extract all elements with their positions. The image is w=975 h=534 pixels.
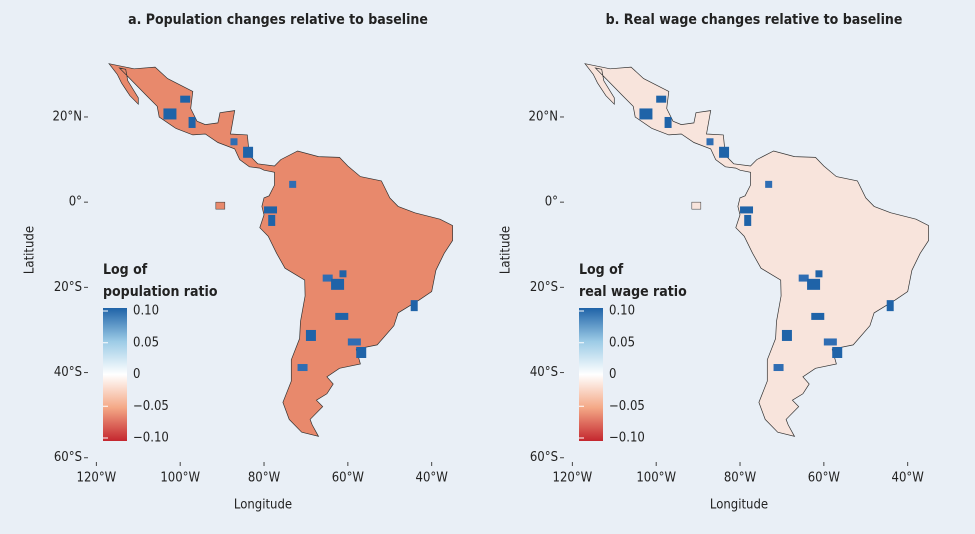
x-tick-label: 120°W — [77, 471, 117, 486]
grid-cell — [410, 300, 418, 312]
y-tick-label: 20°S — [530, 280, 558, 295]
grid-cell — [230, 138, 238, 146]
grid-cell — [322, 274, 333, 282]
panel-title: b. Real wage changes relative to baselin… — [606, 12, 903, 28]
x-axis-label: Longitude — [234, 498, 292, 513]
grid-cell — [243, 146, 254, 158]
legend-title: real wage ratio — [579, 284, 687, 300]
legend-tick-label: 0.05 — [133, 335, 159, 350]
x-tick-label: 80°W — [248, 471, 281, 486]
x-axis-label: Longitude — [710, 498, 768, 513]
legend-tick-label: 0 — [609, 367, 616, 382]
grid-cell — [781, 329, 792, 341]
grid-cell — [347, 338, 361, 346]
x-tick-label: 120°W — [553, 471, 593, 486]
grid-cell — [188, 116, 196, 128]
y-tick-label: 40°S — [54, 365, 82, 380]
x-tick-label: 80°W — [724, 471, 757, 486]
grid-cell — [163, 108, 177, 120]
grid-cell — [744, 214, 752, 226]
land — [108, 63, 453, 437]
grid-cell — [773, 364, 784, 372]
grid-cell — [765, 180, 773, 188]
grid-cell — [706, 138, 714, 146]
grid-cell — [339, 270, 347, 278]
x-tick-label: 40°W — [892, 471, 925, 486]
x-tick-label: 40°W — [416, 471, 449, 486]
panel-title: a. Population changes relative to baseli… — [128, 12, 428, 28]
y-tick-label: 60°S — [54, 450, 82, 465]
grid-cell — [356, 346, 367, 358]
y-axis-label: Latitude — [499, 226, 514, 274]
grid-cell — [823, 338, 837, 346]
grid-cell — [335, 312, 349, 320]
x-tick-label: 60°W — [808, 471, 841, 486]
grid-cell — [331, 278, 345, 290]
y-tick-label: 20°N — [529, 109, 558, 124]
y-tick-label: 20°N — [53, 109, 82, 124]
legend-tick-label: 0 — [133, 367, 140, 382]
grid-cell — [180, 95, 191, 103]
legend-tick-label: 0.05 — [609, 335, 635, 350]
grid-cell — [297, 364, 308, 372]
land — [584, 63, 929, 437]
grid-cell — [656, 95, 667, 103]
legend-tick-label: −0.10 — [133, 431, 169, 446]
y-tick-label: 60°S — [530, 450, 558, 465]
grid-cell — [798, 274, 809, 282]
island — [691, 201, 702, 210]
grid-cell — [886, 300, 894, 312]
grid-cell — [289, 180, 297, 188]
grid-cell — [264, 206, 278, 214]
grid-cell — [639, 108, 653, 120]
legend-title: Log of — [579, 262, 624, 278]
y-tick-label: 0° — [545, 195, 558, 210]
grid-cell — [664, 116, 672, 128]
legend-title: population ratio — [103, 284, 218, 300]
legend-tick-label: −0.05 — [133, 399, 169, 414]
legend-title: Log of — [103, 262, 148, 278]
legend-tick-label: 0.10 — [609, 304, 635, 319]
grid-cell — [815, 270, 823, 278]
grid-cell — [740, 206, 754, 214]
y-tick-label: 40°S — [530, 365, 558, 380]
island — [215, 201, 226, 210]
legend-tick-label: −0.10 — [609, 431, 645, 446]
y-tick-label: 0° — [69, 195, 82, 210]
legend-tick-label: 0.10 — [133, 304, 159, 319]
grid-cell — [305, 329, 316, 341]
legend-tick-label: −0.05 — [609, 399, 645, 414]
grid-cell — [719, 146, 730, 158]
grid-cell — [807, 278, 821, 290]
y-tick-label: 20°S — [54, 280, 82, 295]
x-tick-label: 100°W — [636, 471, 676, 486]
grid-cell — [832, 346, 843, 358]
y-axis-label: Latitude — [23, 226, 38, 274]
x-tick-label: 100°W — [160, 471, 200, 486]
x-tick-label: 60°W — [332, 471, 365, 486]
grid-cell — [268, 214, 276, 226]
grid-cell — [811, 312, 825, 320]
